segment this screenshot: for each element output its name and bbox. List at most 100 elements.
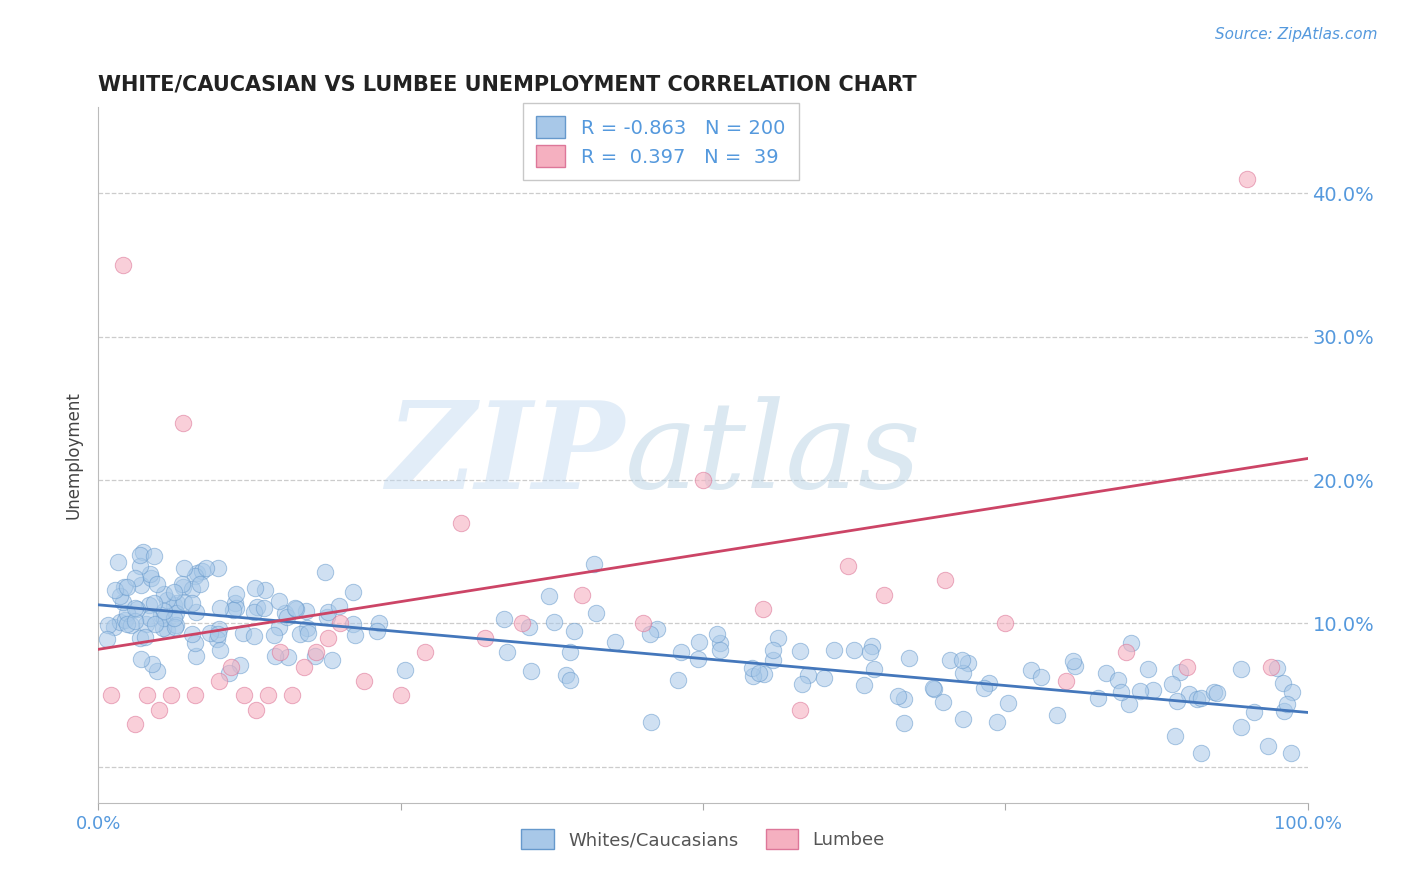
Point — [124, 601, 146, 615]
Point — [748, 666, 770, 681]
Point — [146, 664, 169, 678]
Point — [413, 645, 436, 659]
Point — [129, 577, 152, 591]
Point — [277, 649, 299, 664]
Point — [264, 649, 287, 664]
Point — [863, 662, 886, 676]
Point — [107, 555, 129, 569]
Point — [1265, 661, 1288, 675]
Point — [343, 628, 366, 642]
Point — [267, 620, 290, 634]
Text: ZIP: ZIP — [387, 396, 624, 514]
Point — [952, 666, 974, 681]
Point — [1111, 685, 1133, 699]
Point — [134, 630, 156, 644]
Point — [186, 605, 208, 619]
Point — [208, 622, 231, 636]
Point — [762, 653, 785, 667]
Point — [571, 588, 593, 602]
Point — [537, 590, 560, 604]
Point — [1189, 690, 1212, 705]
Point — [1236, 171, 1258, 186]
Point — [692, 473, 714, 487]
Point — [128, 549, 150, 563]
Point — [163, 584, 186, 599]
Point — [1019, 663, 1042, 677]
Point — [789, 644, 811, 658]
Point — [225, 600, 247, 615]
Point — [242, 629, 264, 643]
Point — [139, 566, 162, 581]
Point — [1046, 707, 1069, 722]
Point — [152, 610, 174, 624]
Point — [243, 605, 266, 619]
Point — [172, 580, 194, 594]
Point — [706, 627, 728, 641]
Point — [148, 702, 170, 716]
Point — [115, 606, 138, 620]
Point — [709, 643, 731, 657]
Point — [269, 594, 291, 608]
Point — [97, 617, 120, 632]
Point — [328, 599, 350, 613]
Point — [288, 627, 311, 641]
Point — [1260, 659, 1282, 673]
Point — [129, 631, 152, 645]
Point — [1185, 691, 1208, 706]
Point — [228, 658, 250, 673]
Point — [1272, 705, 1295, 719]
Point — [558, 645, 581, 659]
Point — [1230, 721, 1253, 735]
Point — [603, 635, 626, 649]
Point — [752, 667, 775, 681]
Point — [583, 558, 606, 572]
Point — [316, 631, 339, 645]
Point — [893, 716, 915, 731]
Point — [1115, 645, 1137, 659]
Point — [276, 610, 298, 624]
Point — [1178, 687, 1201, 701]
Point — [224, 596, 246, 610]
Point — [232, 688, 254, 702]
Point — [180, 627, 202, 641]
Point — [208, 642, 231, 657]
Point — [243, 582, 266, 596]
Point — [842, 643, 865, 657]
Point — [997, 696, 1019, 710]
Point — [1243, 705, 1265, 719]
Point — [1230, 662, 1253, 676]
Point — [934, 574, 956, 588]
Point — [294, 605, 316, 619]
Point — [1087, 691, 1109, 706]
Text: Source: ZipAtlas.com: Source: ZipAtlas.com — [1215, 27, 1378, 42]
Point — [183, 569, 205, 583]
Point — [156, 624, 179, 638]
Point — [143, 617, 166, 632]
Point — [188, 576, 211, 591]
Point — [108, 589, 131, 603]
Point — [180, 582, 202, 597]
Point — [115, 616, 138, 631]
Point — [120, 618, 142, 632]
Point — [184, 688, 207, 702]
Point — [297, 625, 319, 640]
Point — [1107, 673, 1129, 688]
Point — [153, 587, 176, 601]
Point — [225, 587, 247, 601]
Point — [100, 688, 122, 702]
Point — [112, 595, 135, 609]
Point — [860, 640, 883, 654]
Point — [853, 678, 876, 692]
Point — [543, 615, 565, 629]
Point — [931, 695, 953, 709]
Point — [129, 559, 152, 574]
Point — [124, 571, 146, 585]
Point — [127, 601, 149, 615]
Point — [367, 616, 389, 631]
Point — [103, 620, 125, 634]
Point — [218, 666, 240, 681]
Point — [450, 516, 472, 530]
Point — [898, 651, 921, 665]
Point — [1257, 739, 1279, 754]
Point — [232, 626, 254, 640]
